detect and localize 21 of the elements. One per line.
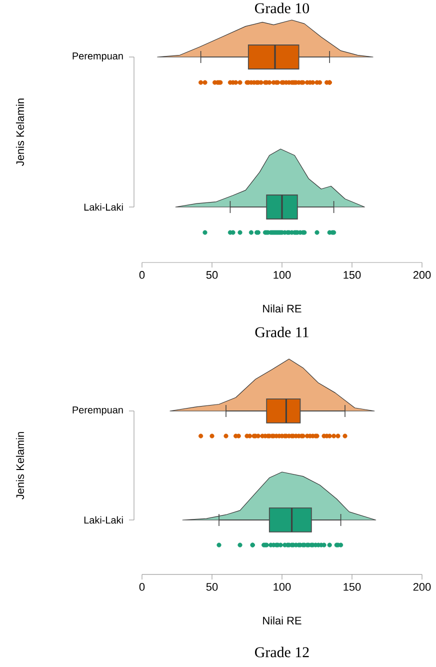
y-tick-label: Laki-Laki (84, 203, 123, 211)
x-tick-label: 0 (139, 271, 145, 279)
x-tick-label: 150 (344, 271, 361, 279)
x-tick-label: 0 (139, 582, 145, 591)
x-tick-label: 200 (413, 271, 431, 279)
text: Grade 10 (255, 2, 310, 14)
y-axis-title: Jenis Kelamin (16, 98, 24, 166)
y-tick-label: Perempuan (72, 52, 123, 62)
x-tick-label: 150 (344, 582, 361, 591)
y-tick-label: Laki-Laki (84, 516, 123, 524)
x-tick-label: 100 (274, 582, 291, 591)
y-axis-title: Jenis Kelamin (16, 432, 24, 500)
x-tick-label: 50 (206, 582, 218, 591)
x-tick-label: 100 (274, 271, 291, 279)
x-tick-label: 50 (206, 271, 218, 279)
x-axis-title: Nilai RE (263, 304, 302, 313)
x-tick-label: 200 (413, 582, 431, 591)
x-axis-title: Nilai RE (263, 616, 302, 624)
y-tick-label: Perempuan (72, 406, 123, 416)
chart-title: Grade 11 (255, 326, 308, 338)
text: Grade 12 (255, 646, 309, 658)
